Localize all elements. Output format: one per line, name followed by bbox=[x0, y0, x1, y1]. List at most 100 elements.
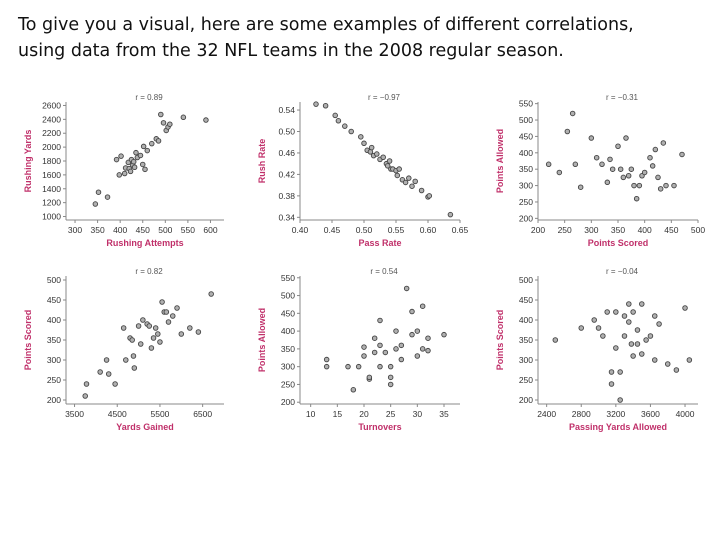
data-point bbox=[652, 146, 659, 153]
data-point bbox=[608, 381, 615, 387]
data-point bbox=[387, 374, 394, 381]
x-tick-label: 400 bbox=[113, 225, 127, 235]
y-tick-label: 1200 bbox=[42, 198, 61, 208]
x-tick-label: 450 bbox=[136, 225, 150, 235]
y-tick-label: 250 bbox=[47, 375, 61, 385]
y-tick-label: 300 bbox=[281, 362, 295, 372]
y-tick-label: 0.42 bbox=[278, 169, 295, 179]
data-point bbox=[409, 331, 415, 338]
data-point bbox=[130, 353, 137, 359]
x-tick-label: 200 bbox=[531, 225, 545, 235]
correlation-annotation: r = −0.04 bbox=[606, 267, 639, 276]
x-tick-label: 2800 bbox=[572, 409, 591, 419]
data-point bbox=[609, 166, 616, 172]
data-point bbox=[131, 164, 138, 170]
data-point bbox=[652, 357, 658, 363]
data-point bbox=[655, 174, 661, 181]
data-point bbox=[393, 346, 399, 352]
data-point bbox=[604, 309, 610, 315]
data-point bbox=[630, 353, 636, 359]
data-point bbox=[626, 301, 632, 307]
data-point bbox=[425, 335, 431, 341]
data-point bbox=[167, 121, 173, 127]
y-tick-label: 1400 bbox=[42, 184, 61, 194]
data-point bbox=[613, 309, 619, 315]
y-tick-label: 400 bbox=[519, 315, 533, 325]
x-tick-label: 400 bbox=[638, 225, 652, 235]
data-point bbox=[441, 331, 447, 338]
data-point bbox=[630, 309, 636, 315]
data-point bbox=[679, 151, 685, 158]
y-tick-label: 200 bbox=[519, 213, 533, 223]
data-point bbox=[425, 347, 431, 354]
data-point bbox=[137, 341, 144, 347]
correlation-annotation: r = 0.89 bbox=[135, 93, 163, 102]
y-tick-label: 400 bbox=[281, 326, 295, 336]
x-tick-label: 0.45 bbox=[324, 225, 341, 235]
data-point bbox=[313, 101, 319, 107]
y-tick-label: 0.50 bbox=[278, 127, 295, 137]
data-point bbox=[682, 305, 688, 311]
y-tick-label: 1000 bbox=[42, 212, 61, 222]
data-point bbox=[113, 156, 120, 163]
x-tick-label: 500 bbox=[691, 225, 705, 235]
data-point bbox=[377, 317, 383, 324]
data-point bbox=[626, 319, 632, 325]
y-tick-label: 200 bbox=[47, 395, 61, 405]
y-tick-label: 200 bbox=[281, 397, 295, 407]
data-point bbox=[617, 397, 623, 403]
data-point bbox=[671, 182, 677, 189]
x-tick-label: 600 bbox=[203, 225, 217, 235]
data-point bbox=[647, 333, 654, 339]
data-point bbox=[577, 184, 584, 190]
data-point bbox=[556, 169, 563, 176]
x-tick-label: 300 bbox=[584, 225, 598, 235]
data-point bbox=[591, 317, 597, 323]
x-tick-label: 550 bbox=[181, 225, 195, 235]
data-point bbox=[643, 337, 649, 343]
data-point bbox=[97, 369, 103, 375]
data-point bbox=[342, 123, 348, 129]
data-point bbox=[623, 135, 629, 141]
data-point bbox=[588, 135, 595, 141]
y-tick-label: 400 bbox=[47, 315, 61, 325]
intro-line-1: To give you a visual, here are some exam… bbox=[18, 15, 634, 35]
data-point bbox=[152, 325, 159, 331]
data-point bbox=[628, 166, 635, 172]
data-point bbox=[384, 163, 391, 169]
data-point bbox=[569, 110, 576, 117]
data-point bbox=[656, 321, 662, 327]
x-tick-label: 0.55 bbox=[388, 225, 405, 235]
x-tick-label: 0.65 bbox=[452, 225, 468, 235]
y-tick-label: 400 bbox=[519, 148, 533, 158]
data-point bbox=[144, 147, 151, 154]
data-point bbox=[398, 356, 405, 363]
data-point bbox=[633, 195, 640, 202]
data-point bbox=[620, 174, 627, 181]
data-point bbox=[552, 337, 559, 343]
y-axis-label: Points Scored bbox=[23, 310, 33, 371]
data-point bbox=[418, 187, 425, 194]
x-tick-label: 0.60 bbox=[420, 225, 437, 235]
data-point bbox=[322, 103, 329, 109]
y-tick-label: 550 bbox=[519, 99, 533, 109]
data-point bbox=[155, 331, 161, 337]
y-axis-label: Points Allowed bbox=[495, 129, 505, 193]
x-tick-label: 500 bbox=[158, 225, 172, 235]
data-point bbox=[660, 140, 667, 146]
data-point bbox=[600, 333, 606, 339]
x-axis-label: Yards Gained bbox=[116, 422, 174, 432]
data-point bbox=[355, 363, 362, 370]
data-point bbox=[133, 149, 139, 156]
data-point bbox=[426, 193, 433, 199]
data-point bbox=[604, 179, 611, 186]
x-tick-label: 3600 bbox=[641, 409, 660, 419]
x-tick-label: 300 bbox=[68, 225, 82, 235]
y-tick-label: 350 bbox=[281, 344, 295, 354]
scatter-points-scored-vs-passing-yards-allowed: 2400 2800 3200 3600 4000 200 250 300 350 400 450 50… bbox=[495, 267, 698, 432]
data-point bbox=[382, 349, 389, 356]
x-tick-label: 35 bbox=[439, 409, 449, 419]
data-point bbox=[139, 161, 146, 168]
data-point bbox=[380, 154, 386, 160]
data-point bbox=[350, 387, 357, 393]
